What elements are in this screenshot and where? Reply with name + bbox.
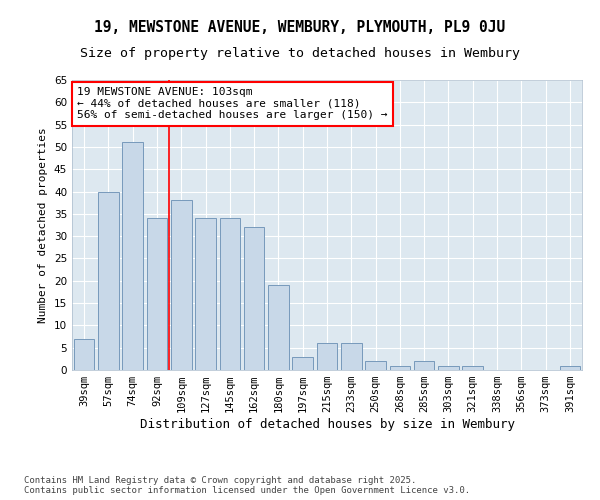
Bar	[341, 343, 362, 370]
Bar	[74, 339, 94, 370]
Bar	[268, 285, 289, 370]
Bar	[438, 366, 459, 370]
Bar	[195, 218, 216, 370]
Bar	[171, 200, 191, 370]
Bar	[244, 227, 265, 370]
Bar	[122, 142, 143, 370]
Y-axis label: Number of detached properties: Number of detached properties	[38, 127, 49, 323]
Bar	[98, 192, 119, 370]
Text: Contains HM Land Registry data © Crown copyright and database right 2025.
Contai: Contains HM Land Registry data © Crown c…	[24, 476, 470, 495]
Bar	[414, 361, 434, 370]
Bar	[220, 218, 240, 370]
Text: 19 MEWSTONE AVENUE: 103sqm
← 44% of detached houses are smaller (118)
56% of sem: 19 MEWSTONE AVENUE: 103sqm ← 44% of deta…	[77, 87, 388, 120]
Bar	[146, 218, 167, 370]
Text: 19, MEWSTONE AVENUE, WEMBURY, PLYMOUTH, PL9 0JU: 19, MEWSTONE AVENUE, WEMBURY, PLYMOUTH, …	[94, 20, 506, 35]
Text: Size of property relative to detached houses in Wembury: Size of property relative to detached ho…	[80, 48, 520, 60]
Bar	[389, 366, 410, 370]
Bar	[365, 361, 386, 370]
Bar	[560, 366, 580, 370]
Bar	[292, 356, 313, 370]
Bar	[317, 343, 337, 370]
X-axis label: Distribution of detached houses by size in Wembury: Distribution of detached houses by size …	[139, 418, 515, 431]
Bar	[463, 366, 483, 370]
